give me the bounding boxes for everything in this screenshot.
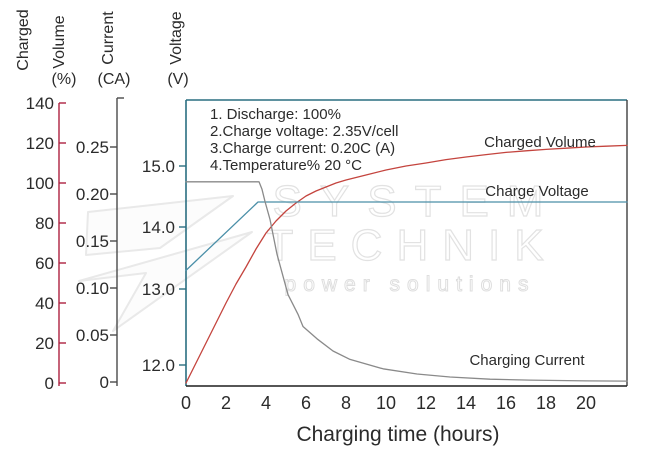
x-axis-label: Charging time (hours) [296,423,499,446]
charged-volume-axis-unit: (%) [52,71,77,88]
charge-voltage-curve-label: Charge Voltage [485,183,588,200]
voltage-axis-tick-label: 13.0 [142,280,175,299]
watermark-technik-text: TECHNIK [266,221,557,270]
charging-current-curve [185,181,628,382]
voltage-axis: 12.0 13.0 14.0 15.0 [142,157,186,375]
current_ca-axis-tick-label: 0.10 [76,279,109,298]
charged-volume-axis-title-word2: Volume [51,15,68,68]
current-axis: 0 0.05 0.10 0.15 0.20 0.25 [76,97,124,392]
curves [185,144,628,384]
current_ca-axis-tick-label: 0.15 [76,232,109,251]
percent-axis-tick-label: 100 [26,174,54,193]
x-axis-tick-label: 20 [576,393,596,413]
watermark: SYSTEM TECHNIK power solutions [78,176,557,332]
voltage-axis-unit: (V) [167,71,188,88]
percent-axis-tick-label: 60 [35,254,54,273]
x-axis-tick-label: 10 [376,393,396,413]
current-axis-title: Current [100,11,117,65]
charge-voltage-curve [185,201,628,272]
x-axis-tick-label: 16 [496,393,516,413]
x-axis-tick-label: 8 [341,393,351,413]
charging-current-curve-label: Charging Current [469,352,585,369]
percent-axis-tick-label: 140 [26,94,54,113]
percent-axis-tick-label: 40 [35,294,54,313]
current_ca-axis-tick-label: 0 [100,373,109,392]
conditions-annotation: 1. Discharge: 100% 2.Charge voltage: 2.3… [210,106,398,174]
watermark-swoosh-top [85,195,234,256]
annotation-line-3: 3.Charge current: 0.20C (A) [210,140,395,157]
plot-frame [185,99,628,387]
charged-volume-axis: 0 20 40 60 80 100 120 140 [26,94,66,393]
percent-axis-tick-label: 0 [45,374,54,393]
voltage-axis-tick-label: 12.0 [142,356,175,375]
annotation-line-1: 1. Discharge: 100% [210,106,341,123]
watermark-solutions-text: power solutions [285,273,536,296]
watermark-swoosh-bottom [78,231,253,332]
x-axis-tick-label: 14 [456,393,476,413]
charged-volume-axis-title-word1: Charged [15,9,32,70]
x-axis-tick-label: 2 [221,393,231,413]
percent-axis-tick-label: 20 [35,334,54,353]
percent-axis-tick-label: 80 [35,214,54,233]
x-axis-tick-label: 18 [536,393,556,413]
x-axis-tick-label: 4 [261,393,271,413]
current-axis-unit: (CA) [98,71,131,88]
x-axis: 0 2 4 6 8 10 12 14 16 18 20 [181,393,596,413]
charged-volume-curve [185,144,628,384]
voltage-axis-tick-label: 14.0 [142,218,175,237]
x-axis-tick-label: 0 [181,393,191,413]
x-axis-tick-label: 12 [416,393,436,413]
voltage-axis-tick-label: 15.0 [142,157,175,176]
current_ca-axis-tick-label: 0.25 [76,138,109,157]
voltage-axis-title: Voltage [168,11,185,64]
charged-volume-curve-label: Charged Volume [484,134,596,151]
annotation-line-2: 2.Charge voltage: 2.35V/cell [210,123,398,140]
x-axis-tick-label: 6 [301,393,311,413]
percent-axis-tick-label: 120 [26,134,54,153]
annotation-line-4: 4.Temperature% 20 °C [210,157,362,174]
current_ca-axis-tick-label: 0.20 [76,185,109,204]
current_ca-axis-tick-label: 0.05 [76,326,109,345]
